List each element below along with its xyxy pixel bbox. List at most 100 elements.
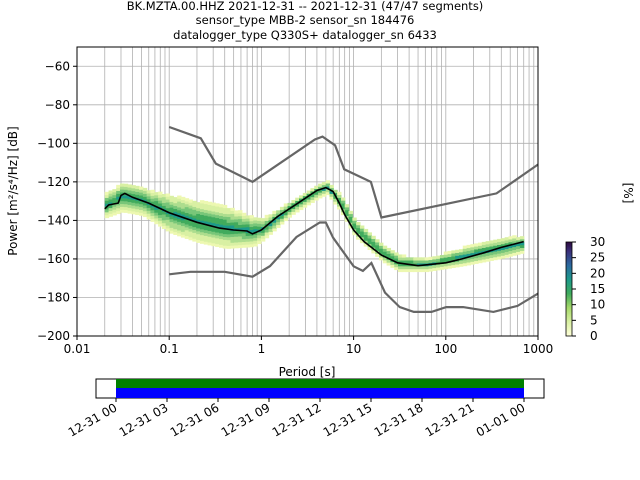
pdf-cell bbox=[169, 216, 174, 220]
pdf-cell bbox=[382, 257, 388, 261]
pdf-cell bbox=[470, 247, 475, 251]
pdf-cell bbox=[295, 206, 300, 210]
pdf-cell bbox=[230, 233, 235, 238]
pdf-cell bbox=[279, 209, 285, 213]
pdf-cell bbox=[127, 193, 133, 197]
pdf-cell bbox=[359, 239, 365, 244]
pdf-cell bbox=[386, 247, 392, 252]
pdf-cell bbox=[230, 219, 235, 223]
pdf-cell bbox=[207, 236, 213, 240]
pdf-cell bbox=[169, 213, 174, 217]
pdf-cell bbox=[508, 244, 513, 249]
pdf-cell bbox=[139, 203, 144, 208]
y-tick-label: −160 bbox=[37, 252, 70, 266]
pdf-cell bbox=[401, 254, 407, 258]
pdf-cell bbox=[504, 248, 510, 252]
pdf-cell bbox=[432, 267, 437, 271]
pdf-cell bbox=[398, 268, 403, 273]
pdf-cell bbox=[169, 218, 174, 223]
pdf-cell bbox=[378, 251, 384, 255]
pdf-cell bbox=[211, 237, 216, 241]
pdf-cell bbox=[184, 209, 190, 213]
pdf-cell bbox=[222, 210, 228, 214]
pdf-cell bbox=[104, 191, 110, 196]
pdf-cell bbox=[177, 212, 182, 217]
y-tick-label: −80 bbox=[45, 98, 70, 112]
pdf-cell bbox=[219, 204, 224, 208]
pdf-cell bbox=[241, 227, 247, 231]
pdf-cell bbox=[192, 206, 197, 210]
pdf-cell bbox=[188, 219, 193, 223]
pdf-cell bbox=[356, 230, 361, 234]
pdf-cell bbox=[470, 255, 475, 259]
pdf-cell bbox=[184, 232, 190, 237]
pdf-cell bbox=[489, 243, 494, 247]
pdf-cell bbox=[211, 243, 216, 247]
pdf-cell bbox=[222, 219, 228, 223]
pdf-cell bbox=[371, 250, 376, 254]
pdf-cell bbox=[462, 248, 468, 252]
pdf-cell bbox=[123, 186, 129, 190]
pdf-cell bbox=[485, 246, 491, 251]
pdf-cell bbox=[386, 250, 392, 255]
pdf-cell bbox=[203, 212, 209, 216]
pdf-cell bbox=[154, 215, 159, 219]
pdf-cell bbox=[439, 263, 445, 267]
pdf-cell bbox=[215, 220, 220, 224]
pdf-cell bbox=[489, 246, 494, 250]
pdf-cell bbox=[207, 230, 213, 234]
pdf-cell bbox=[386, 259, 392, 263]
pdf-cell bbox=[516, 240, 521, 244]
pdf-cell bbox=[264, 214, 270, 219]
pdf-cell bbox=[199, 226, 205, 230]
pdf-cell bbox=[184, 218, 190, 222]
pdf-cell bbox=[378, 245, 384, 249]
pdf-cell bbox=[512, 243, 517, 248]
pdf-cell bbox=[146, 216, 152, 220]
pdf-cell bbox=[165, 193, 171, 197]
pdf-cell bbox=[299, 201, 304, 205]
pdf-cell bbox=[188, 213, 193, 218]
pdf-cell bbox=[344, 204, 350, 208]
pdf-cell bbox=[207, 221, 213, 226]
pdf-cell bbox=[470, 252, 475, 257]
pdf-cell bbox=[371, 241, 376, 245]
pdf-cell bbox=[337, 197, 342, 201]
pdf-cell bbox=[390, 261, 395, 265]
x-tick-label: 1 bbox=[258, 342, 266, 356]
time-tick-label: 12-31 18 bbox=[372, 400, 426, 439]
pdf-cell bbox=[108, 190, 113, 194]
pdf-cell bbox=[485, 252, 491, 256]
pdf-cell bbox=[135, 211, 140, 216]
pdf-cell bbox=[508, 250, 513, 254]
pdf-cell bbox=[139, 209, 144, 213]
pdf-cell bbox=[180, 217, 186, 221]
pdf-cell bbox=[238, 230, 243, 234]
pdf-cell bbox=[413, 266, 418, 270]
time-tick-label: 12-31 15 bbox=[321, 400, 375, 439]
pdf-cell bbox=[192, 235, 197, 239]
pdf-cell bbox=[516, 251, 521, 255]
pdf-cell bbox=[276, 210, 281, 214]
pdf-cell bbox=[112, 194, 117, 199]
pdf-cell bbox=[238, 236, 243, 240]
pdf-cell bbox=[302, 195, 308, 200]
pdf-cell bbox=[337, 206, 342, 210]
pdf-cell bbox=[458, 263, 464, 267]
pdf-cell bbox=[508, 239, 513, 243]
pdf-cell bbox=[135, 206, 140, 210]
pdf-cell bbox=[161, 211, 167, 215]
pdf-cell bbox=[154, 203, 159, 207]
pdf-cell bbox=[184, 212, 190, 216]
pdf-cell bbox=[504, 240, 510, 244]
pdf-cell bbox=[371, 238, 376, 242]
pdf-cell bbox=[238, 233, 243, 237]
pdf-cell bbox=[196, 236, 201, 241]
x-tick-label: 1000 bbox=[523, 342, 554, 356]
pdf-cell bbox=[139, 201, 144, 205]
pdf-cell bbox=[104, 209, 110, 213]
pdf-cell bbox=[245, 221, 251, 225]
pdf-cell bbox=[230, 213, 235, 217]
pdf-cell bbox=[466, 262, 471, 266]
pdf-cell bbox=[363, 228, 369, 233]
